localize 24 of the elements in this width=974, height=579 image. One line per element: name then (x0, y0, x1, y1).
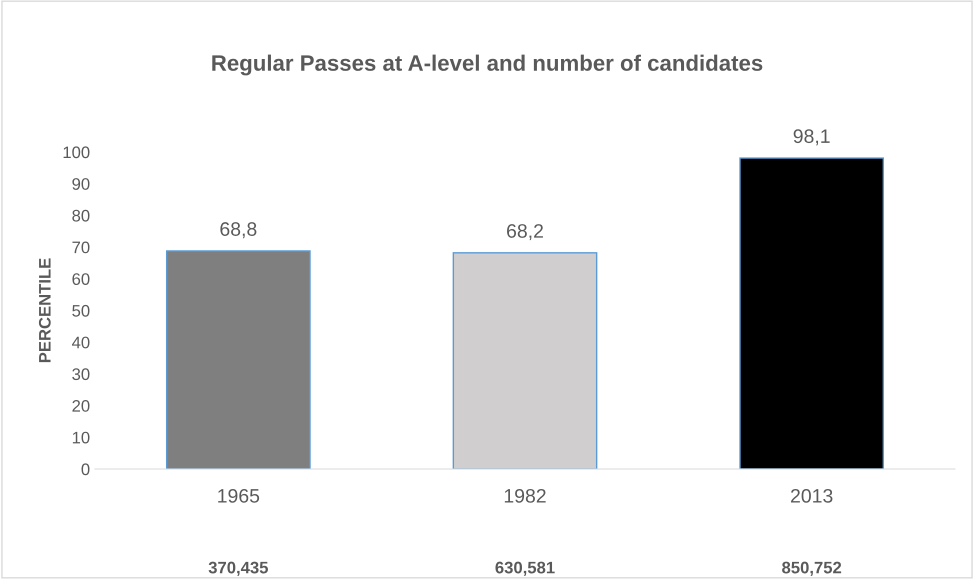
data-label: 68,8 (220, 222, 256, 238)
y-tick-label: 60 (72, 273, 90, 286)
x-tick-label: 1965 (218, 488, 260, 503)
y-tick-label: 50 (72, 304, 90, 317)
y-tick-label: 0 (82, 463, 90, 476)
bar (166, 250, 311, 469)
y-axis-title: PERCENTILE (38, 258, 51, 362)
y-tick-label: 20 (72, 400, 90, 412)
y-tick-label: 100 (64, 146, 90, 158)
chart-title: Regular Passes at A-level and number of candidates (212, 54, 762, 76)
x-tick-label: 1982 (504, 488, 546, 503)
y-tick-label: 90 (72, 178, 90, 190)
y-tick-label: 80 (72, 210, 90, 222)
y-tick-label: 30 (72, 368, 90, 380)
y-tick-label: 40 (72, 336, 90, 348)
data-label: 68,2 (507, 224, 543, 240)
text: 850,752 (782, 562, 842, 576)
y-tick-label: 10 (72, 432, 90, 444)
data-label: 98,1 (794, 129, 830, 146)
text: 630,581 (495, 562, 555, 576)
bar (739, 157, 884, 469)
text: 370,435 (208, 562, 268, 576)
y-tick-label: 70 (72, 242, 90, 254)
x-tick-label: 2013 (791, 488, 832, 503)
